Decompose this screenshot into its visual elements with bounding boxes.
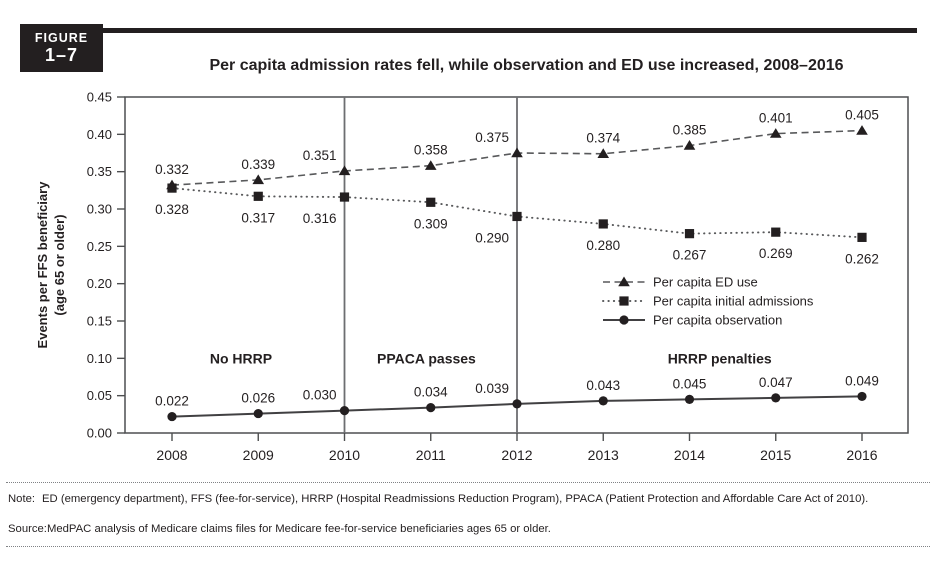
data-label: 0.405 [845, 108, 879, 123]
source-label: Source: [8, 523, 47, 535]
square-marker [512, 211, 522, 222]
data-label: 0.045 [673, 376, 707, 391]
y-tick-label: 0.45 [87, 90, 112, 105]
circle-marker [598, 396, 608, 406]
y-tick-label: 0.20 [87, 276, 112, 291]
legend-triangle-marker [618, 276, 630, 287]
circle-marker [339, 406, 350, 416]
legend-square-marker [619, 296, 629, 306]
square-marker [684, 229, 695, 239]
figure-title: Per capita admission rates fell, while o… [209, 57, 844, 74]
data-label: 0.043 [586, 378, 620, 393]
y-tick-label: 0.35 [87, 164, 112, 179]
square-marker [857, 232, 867, 242]
y-tick-label: 0.10 [87, 351, 112, 366]
x-tick-label: 2011 [416, 447, 446, 463]
circle-marker [512, 399, 522, 409]
figure-kicker: FIGURE [34, 31, 89, 45]
circle-marker [426, 403, 436, 413]
data-label: 0.358 [414, 143, 448, 158]
note-row: Note: ED (emergency department), FFS (fe… [8, 492, 926, 506]
data-label: 0.316 [303, 211, 337, 226]
data-label: 0.374 [586, 131, 620, 146]
data-label: 0.339 [241, 157, 275, 172]
circle-marker [771, 393, 781, 403]
data-label: 0.351 [303, 148, 337, 163]
data-label: 0.385 [673, 123, 707, 138]
square-marker [598, 219, 608, 229]
y-tick-label: 0.40 [87, 127, 112, 142]
circle-marker [167, 411, 177, 422]
y-axis-label-line2: (age 65 or older) [52, 214, 67, 315]
source-text: MedPAC analysis of Medicare claims files… [46, 523, 551, 535]
figure-badge: FIGURE 1–7 [20, 24, 103, 72]
data-label: 0.262 [845, 251, 879, 266]
data-label: 0.049 [845, 373, 879, 388]
y-tick-label: 0.30 [87, 202, 112, 217]
x-tick-label: 2015 [760, 447, 791, 463]
annotation-hrrp-penalties: HRRP penalties [668, 350, 772, 366]
x-tick-label: 2014 [674, 447, 705, 463]
triangle-marker [338, 165, 351, 176]
x-tick-label: 2012 [501, 447, 532, 463]
source-row: Source: MedPAC analysis of Medicare clai… [8, 522, 926, 536]
square-marker [167, 183, 177, 193]
data-label: 0.047 [759, 375, 793, 390]
legend-label-per-capita-initial-admissions: Per capita initial admissions [653, 294, 814, 309]
annotation-no-hrrp: No HRRP [210, 350, 272, 366]
circle-marker [684, 394, 695, 404]
triangle-marker [683, 140, 696, 150]
data-label: 0.026 [241, 391, 275, 406]
triangle-marker [511, 147, 523, 158]
y-tick-label: 0.00 [87, 426, 112, 441]
x-tick-label: 2008 [156, 447, 187, 463]
data-label: 0.328 [155, 202, 189, 217]
annotation-ppaca-passes: PPACA passes [377, 350, 476, 366]
square-marker [339, 192, 350, 202]
legend-label-per-capita-observation: Per capita observation [653, 313, 782, 328]
data-label: 0.022 [155, 394, 189, 409]
x-tick-label: 2013 [588, 447, 619, 463]
legend-circle-marker [619, 315, 629, 325]
circle-marker [857, 391, 867, 402]
data-label: 0.290 [475, 230, 509, 245]
data-label: 0.317 [241, 210, 275, 225]
data-label: 0.267 [673, 248, 707, 263]
data-label: 0.280 [586, 238, 620, 253]
note-label: Note: [8, 493, 36, 505]
legend-label-per-capita-ed-use: Per capita ED use [653, 275, 758, 290]
data-label: 0.269 [759, 246, 793, 261]
data-label: 0.332 [155, 162, 189, 177]
square-marker [426, 197, 436, 207]
x-tick-label: 2009 [243, 447, 274, 463]
figure-number: 1–7 [44, 45, 79, 65]
triangle-marker [252, 174, 265, 185]
x-tick-label: 2016 [846, 447, 877, 463]
x-tick-label: 2010 [329, 447, 360, 463]
y-tick-label: 0.25 [87, 239, 112, 254]
data-label: 0.039 [475, 381, 509, 396]
triangle-marker [597, 148, 610, 158]
square-marker [771, 227, 781, 237]
dotted-rule-top [6, 482, 930, 483]
data-label: 0.030 [303, 388, 337, 403]
triangle-marker [856, 125, 868, 135]
circle-marker [253, 408, 263, 419]
y-tick-label: 0.05 [87, 388, 112, 403]
data-label: 0.401 [759, 111, 793, 126]
top-rule [103, 28, 917, 33]
triangle-marker [769, 128, 782, 138]
data-label: 0.309 [414, 216, 448, 231]
data-label: 0.034 [414, 385, 448, 400]
dotted-rule-bottom [6, 546, 930, 547]
triangle-marker [424, 160, 437, 170]
y-tick-label: 0.15 [87, 314, 112, 329]
chart-svg: 0.00 0.05 0.10 0.15 0.20 0.25 0.30 0.35 0.40 0.45… [35, 90, 909, 463]
square-marker [253, 191, 263, 201]
note-text: ED (emergency department), FFS (fee-for-… [42, 493, 869, 505]
y-axis-label-line1: Events per FFS beneficiary [35, 181, 50, 349]
data-label: 0.375 [475, 130, 509, 145]
